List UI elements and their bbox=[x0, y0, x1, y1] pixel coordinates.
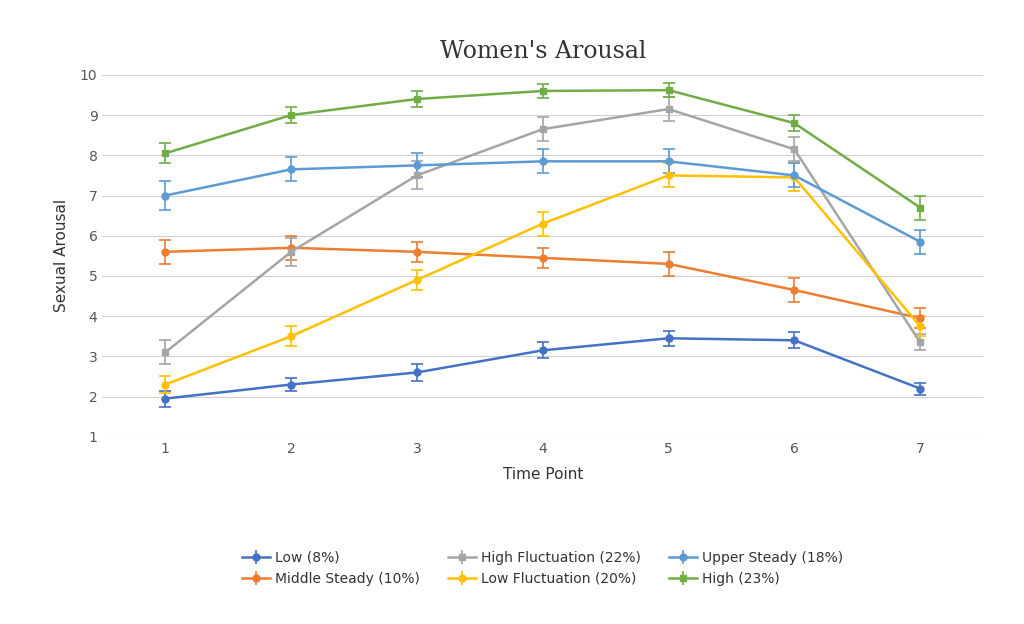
X-axis label: Time Point: Time Point bbox=[503, 467, 583, 482]
Legend: Low (8%), Middle Steady (10%), High Fluctuation (22%), Low Fluctuation (20%), Up: Low (8%), Middle Steady (10%), High Fluc… bbox=[237, 545, 849, 591]
Title: Women's Arousal: Women's Arousal bbox=[439, 40, 646, 63]
Y-axis label: Sexual Arousal: Sexual Arousal bbox=[54, 199, 69, 313]
